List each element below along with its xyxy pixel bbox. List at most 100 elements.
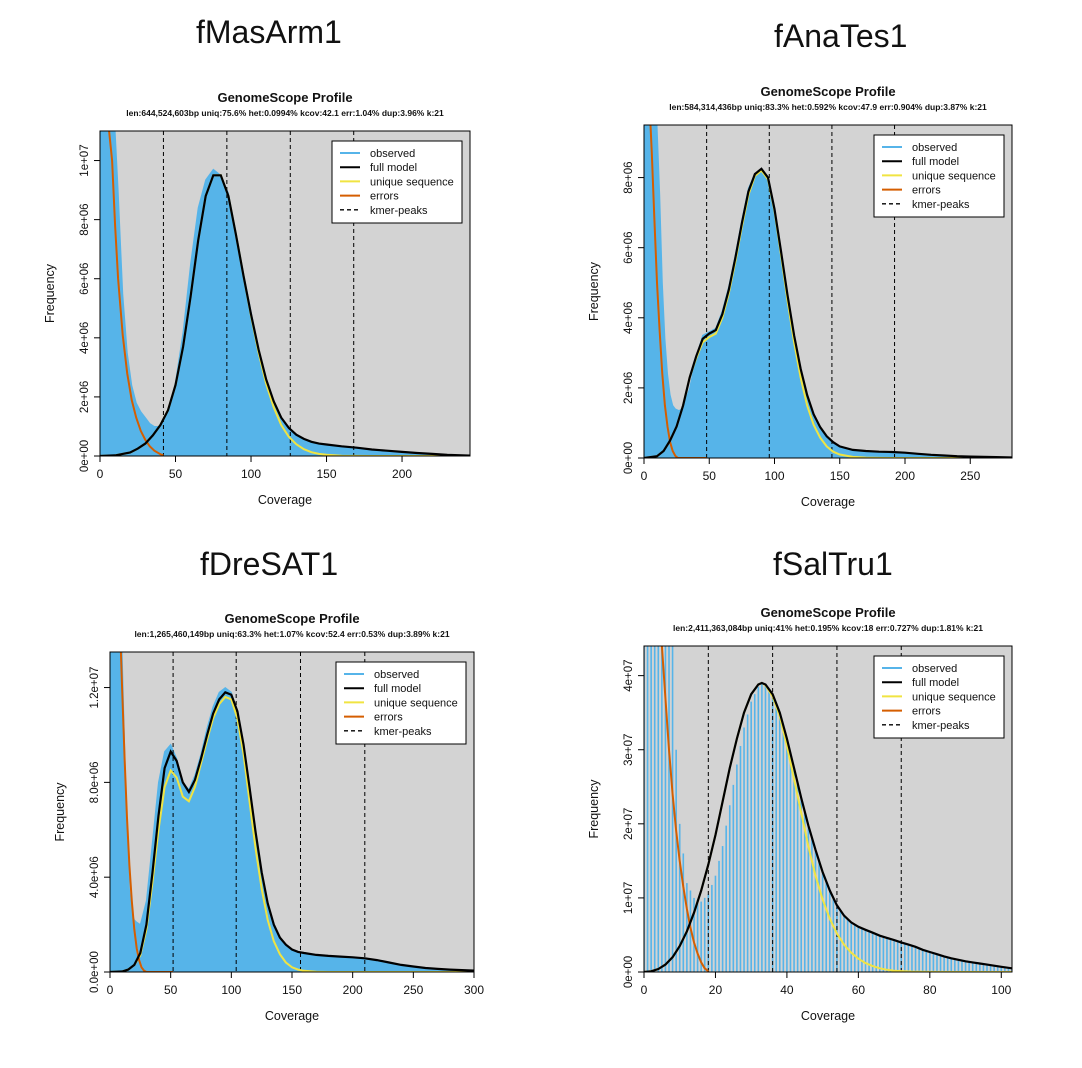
- x-axis-label: Coverage: [258, 493, 312, 507]
- full-model-line: [644, 167, 1012, 458]
- plot-frame: [643, 645, 1013, 973]
- legend-label: kmer-peaks: [370, 205, 428, 217]
- legend-box: [873, 655, 1005, 739]
- x-tick-label: 100: [221, 983, 241, 997]
- chart-title: GenomeScope Profile: [760, 605, 895, 620]
- x-axis-label: Coverage: [265, 1009, 319, 1023]
- y-tick-label: 4.0e+06: [89, 856, 101, 898]
- legend: observed full model unique sequence errors k…: [873, 134, 1005, 218]
- x-tick-label: 0: [107, 983, 114, 997]
- errors-line: [649, 125, 707, 458]
- legend-label: errors: [912, 706, 941, 718]
- errors-line: [660, 646, 709, 972]
- y-tick-label: 4e+06: [623, 302, 635, 334]
- genomescope-chart-fanates1: GenomeScope Profile len:584,314,436bp uni…: [587, 84, 1013, 509]
- full-model-line: [100, 174, 470, 456]
- y-tick-label: 2e+07: [623, 808, 635, 840]
- x-tick-label: 200: [895, 469, 915, 483]
- errors-line: [119, 652, 174, 972]
- legend-label: observed: [370, 148, 415, 160]
- sample-title: fAnaTes1: [774, 18, 908, 54]
- y-axis-label: Frequency: [587, 779, 601, 839]
- x-tick-label: 0: [641, 469, 648, 483]
- y-tick-label: 8.0e+06: [89, 761, 101, 803]
- sample-title: fMasArm1: [196, 14, 342, 50]
- y-axis-label: Frequency: [53, 782, 67, 842]
- chart-title: GenomeScope Profile: [760, 84, 895, 99]
- legend-label: unique sequence: [912, 170, 996, 182]
- x-tick-label: 100: [991, 983, 1011, 997]
- full-model-line: [644, 681, 1012, 972]
- x-tick-label: 40: [780, 983, 794, 997]
- plot-frame: [643, 124, 1013, 459]
- legend-label: errors: [370, 191, 399, 203]
- full-model-line: [110, 690, 474, 972]
- x-tick-label: 0: [641, 983, 648, 997]
- y-tick-label: 2e+06: [79, 381, 91, 413]
- x-tick-label: 200: [392, 467, 412, 481]
- y-axis-label: Frequency: [587, 261, 601, 321]
- x-tick-label: 250: [403, 983, 423, 997]
- legend-label: errors: [912, 185, 941, 197]
- y-tick-label: 1e+07: [623, 882, 635, 914]
- x-tick-label: 150: [282, 983, 302, 997]
- x-tick-label: 80: [923, 983, 937, 997]
- x-tick-label: 20: [709, 983, 723, 997]
- legend-label: kmer-peaks: [374, 726, 432, 738]
- genomescope-chart-fdresat1: GenomeScope Profile len:1,265,460,149bp u…: [53, 611, 484, 1023]
- y-tick-label: 0.0e+00: [89, 951, 101, 993]
- chart-title: GenomeScope Profile: [224, 611, 359, 626]
- legend-label: unique sequence: [370, 176, 454, 188]
- observed-series: [644, 646, 1012, 972]
- sample-title: fSalTru1: [773, 546, 893, 582]
- y-axis-label: Frequency: [43, 263, 57, 323]
- legend-label: kmer-peaks: [912, 199, 970, 211]
- legend-label: observed: [912, 142, 957, 154]
- y-tick-label: 2e+06: [623, 372, 635, 404]
- x-axis-label: Coverage: [801, 495, 855, 509]
- x-tick-label: 60: [852, 983, 866, 997]
- y-tick-label: 8e+06: [623, 161, 635, 193]
- x-tick-label: 100: [764, 469, 784, 483]
- chart-stats: len:644,524,603bp uniq:75.6% het:0.0994%…: [126, 108, 444, 118]
- x-tick-label: 300: [464, 983, 484, 997]
- legend-label: full model: [912, 156, 959, 168]
- x-tick-label: 200: [343, 983, 363, 997]
- y-tick-label: 0e+00: [623, 442, 635, 474]
- legend-label: full model: [912, 677, 959, 689]
- chart-stats: len:584,314,436bp uniq:83.3% het:0.592% …: [669, 102, 987, 112]
- x-tick-label: 50: [164, 983, 178, 997]
- legend: observed full model unique sequence errors k…: [873, 655, 1005, 739]
- y-tick-label: 4e+07: [623, 659, 635, 691]
- legend: observed full model unique sequence errors k…: [335, 661, 467, 745]
- genomescope-chart-fsaltru1: GenomeScope Profile len:2,411,363,084bp u…: [587, 605, 1013, 1023]
- chart-title: GenomeScope Profile: [217, 90, 352, 105]
- chart-stats: len:2,411,363,084bp uniq:41% het:0.195% …: [673, 623, 983, 633]
- x-axis-label: Coverage: [801, 1009, 855, 1023]
- y-tick-label: 3e+07: [623, 734, 635, 766]
- x-tick-label: 150: [830, 469, 850, 483]
- legend-label: full model: [374, 683, 421, 695]
- x-tick-label: 250: [960, 469, 980, 483]
- y-tick-label: 8e+06: [79, 203, 91, 235]
- y-tick-label: 0e+00: [79, 440, 91, 472]
- x-tick-label: 0: [97, 467, 104, 481]
- x-tick-label: 50: [169, 467, 183, 481]
- plot-frame: [99, 130, 471, 457]
- x-tick-label: 150: [317, 467, 337, 481]
- genomescope-chart-fmasarm1: GenomeScope Profile len:644,524,603bp uni…: [43, 90, 471, 507]
- legend-label: observed: [374, 669, 419, 681]
- y-tick-label: 6e+06: [623, 232, 635, 264]
- y-tick-label: 1e+07: [79, 144, 91, 176]
- legend-label: unique sequence: [912, 691, 996, 703]
- errors-line: [108, 131, 164, 456]
- legend-label: unique sequence: [374, 697, 458, 709]
- legend-label: observed: [912, 663, 957, 675]
- legend-label: kmer-peaks: [912, 720, 970, 732]
- legend: observed full model unique sequence errors k…: [331, 140, 463, 224]
- legend-label: errors: [374, 712, 403, 724]
- y-tick-label: 0e+00: [623, 956, 635, 988]
- y-tick-label: 1.2e+07: [89, 667, 101, 709]
- chart-stats: len:1,265,460,149bp uniq:63.3% het:1.07%…: [134, 629, 449, 639]
- x-tick-label: 100: [241, 467, 261, 481]
